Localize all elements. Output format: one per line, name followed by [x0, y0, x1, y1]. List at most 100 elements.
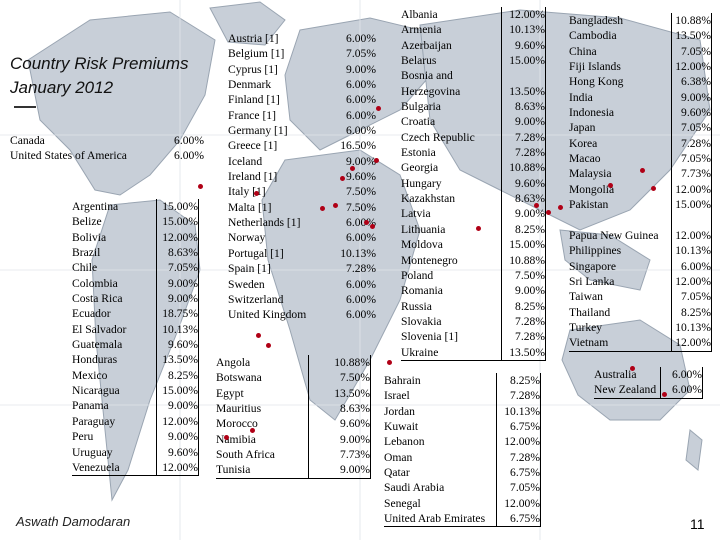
- table-row: Japan 7.05%: [569, 120, 711, 135]
- risk-premium: 7.05%: [681, 121, 711, 135]
- country-name: China: [569, 44, 597, 58]
- risk-premium: 9.00%: [340, 432, 370, 446]
- risk-premium: 6.00%: [346, 124, 376, 138]
- risk-premium: 7.28%: [515, 146, 545, 160]
- risk-premium: 6.38%: [681, 75, 711, 89]
- table-row: New Zealand 6.00%: [594, 382, 702, 397]
- country-name: Slovakia: [401, 314, 442, 328]
- country-name: Panama: [72, 399, 109, 413]
- country-name: Kazakhstan: [401, 192, 456, 206]
- country-name: India: [569, 90, 593, 104]
- country-name: United Arab Emirates: [384, 512, 486, 526]
- australia-landmass: [561, 319, 691, 421]
- risk-premium: 7.05%: [681, 290, 711, 304]
- column-divider: [496, 373, 497, 527]
- country-name: Egypt: [216, 386, 244, 400]
- latin-america-table: Argentina 15.00% Belize 15.00% Bolivia 12.00%…: [72, 199, 199, 477]
- risk-premium: 9.60%: [168, 445, 198, 459]
- risk-premium: 7.05%: [681, 44, 711, 58]
- country-name: Jordan: [384, 404, 415, 418]
- table-row: Guatemala 9.60%: [72, 337, 198, 352]
- country-name: Taiwan: [569, 290, 603, 304]
- country-name: Czech Republic: [401, 130, 475, 144]
- country-name: Iceland: [228, 154, 263, 168]
- table-row: Egypt 13.50%: [216, 386, 370, 401]
- risk-premium: 12.00%: [162, 230, 198, 244]
- location-marker-icon: [640, 168, 645, 173]
- table-row: Mongolia 12.00%: [569, 182, 711, 197]
- location-marker-icon: [350, 166, 355, 171]
- location-marker-icon: [534, 203, 539, 208]
- table-row: Bulgaria 8.63%: [401, 99, 545, 114]
- table-row: Panama 9.00%: [72, 398, 198, 413]
- table-row: Turkey 10.13%: [569, 320, 711, 335]
- risk-premium: 6.75%: [510, 466, 540, 480]
- risk-premium: 7.28%: [346, 262, 376, 276]
- table-row: Botswana 7.50%: [216, 370, 370, 385]
- map-continents: [27, 1, 711, 502]
- country-name: Cyprus [1]: [228, 62, 278, 76]
- country-name: Azerbaijan: [401, 38, 452, 52]
- risk-premium: 6.00%: [346, 231, 376, 245]
- risk-premium: 7.05%: [168, 261, 198, 275]
- location-marker-icon: [374, 158, 379, 163]
- table-row: Bahrain 8.25%: [384, 373, 540, 388]
- risk-premium: 13.50%: [334, 386, 370, 400]
- risk-premium: 10.13%: [162, 322, 198, 336]
- table-row: Colombia 9.00%: [72, 276, 198, 291]
- table-row: Kazakhstan 8.63%: [401, 191, 545, 206]
- table-row: Pakistan 15.00%: [569, 197, 711, 212]
- risk-premium: 8.25%: [168, 368, 198, 382]
- country-name: United Kingdom: [228, 308, 307, 322]
- risk-premium: 9.00%: [515, 207, 545, 221]
- asia-table: Bangladesh 10.88% Cambodia 13.50% China 7.05%…: [569, 13, 712, 352]
- table-row: Singapore 6.00%: [569, 259, 711, 274]
- table-row: United States of America 6.00%: [10, 148, 204, 163]
- country-name: Portugal [1]: [228, 246, 284, 260]
- risk-premium: 6.00%: [346, 277, 376, 291]
- table-row: Fiji Islands 12.00%: [569, 59, 711, 74]
- risk-premium: 9.60%: [340, 417, 370, 431]
- risk-premium: 7.05%: [510, 481, 540, 495]
- table-row: Ukraine 13.50%: [401, 345, 545, 360]
- country-name: Bolivia: [72, 230, 107, 244]
- country-name: Armenia: [401, 23, 442, 37]
- risk-premium: 8.25%: [681, 305, 711, 319]
- country-name: Bangladesh: [569, 14, 624, 27]
- africa-table: Angola 10.88% Botswana 7.50% Egypt 13.50% Maur…: [216, 355, 371, 479]
- risk-premium: 8.25%: [515, 299, 545, 313]
- risk-premium: 9.00%: [168, 399, 198, 413]
- location-marker-icon: [651, 186, 656, 191]
- country-name: South Africa: [216, 448, 275, 462]
- table-row: Bosnia and Herzegovina 13.50%: [401, 68, 545, 99]
- country-name: Kuwait: [384, 420, 419, 434]
- country-name: Nicaragua: [72, 384, 120, 398]
- table-row: Philippines 10.13%: [569, 243, 711, 258]
- table-row: Kuwait 6.75%: [384, 419, 540, 434]
- table-row: Armenia 10.13%: [401, 22, 545, 37]
- table-row: Saudi Arabia 7.05%: [384, 480, 540, 495]
- risk-premium: 9.60%: [515, 38, 545, 52]
- country-name: Paraguay: [72, 414, 116, 428]
- table-row: Nicaragua 15.00%: [72, 383, 198, 398]
- risk-premium: 6.00%: [346, 292, 376, 306]
- table-row: Brazil 8.63%: [72, 245, 198, 260]
- risk-premium: 9.00%: [168, 292, 198, 306]
- country-name: Malaysia: [569, 167, 612, 181]
- risk-premium: 9.00%: [681, 90, 711, 104]
- country-name: Japan: [569, 121, 596, 135]
- table-row: Czech Republic 7.28%: [401, 130, 545, 145]
- risk-premium: 9.00%: [168, 276, 198, 290]
- country-name: Norway: [228, 231, 266, 245]
- risk-premium: 9.60%: [681, 106, 711, 120]
- table-row: Poland 7.50%: [401, 268, 545, 283]
- country-name: Saudi Arabia: [384, 481, 445, 495]
- country-name: Oman: [384, 450, 413, 464]
- risk-premium: 8.63%: [168, 246, 198, 260]
- country-name: Greece [1]: [228, 139, 278, 153]
- risk-premium: 6.00%: [681, 259, 711, 273]
- risk-premium: 9.60%: [515, 176, 545, 190]
- risk-premium: 8.25%: [510, 374, 540, 387]
- country-name: Uruguay: [72, 445, 113, 459]
- country-name: Belarus: [401, 54, 437, 68]
